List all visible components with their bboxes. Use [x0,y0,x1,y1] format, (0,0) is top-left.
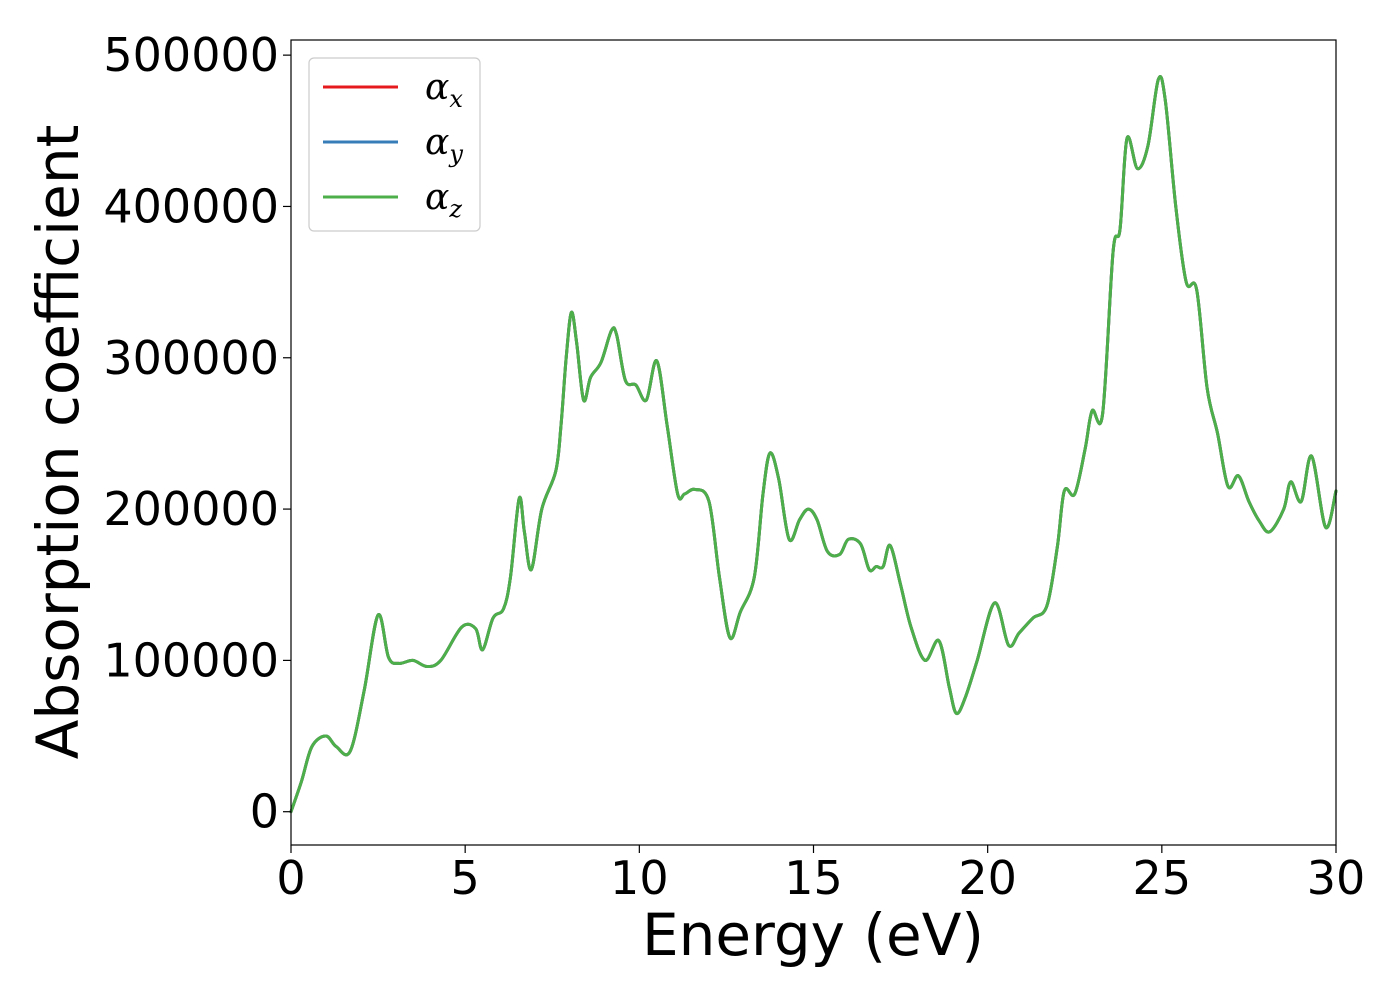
legend-label-z: αz [425,177,462,223]
y-tick-label: 300000 [103,331,279,385]
x-tick-label: 25 [1133,851,1192,905]
series-layer [289,74,1338,814]
y-tick-label: 400000 [103,179,279,233]
legend-box [308,57,481,232]
y-axis-label: Absorption coefficient [24,125,92,760]
legend-label-y: αy [425,122,463,168]
x-tick-label: 0 [276,851,305,905]
y-tick-label: 500000 [103,28,279,82]
x-tick-label: 5 [451,851,480,905]
x-axis-ticks: 0 5 10 15 20 25 30 [276,845,1365,905]
x-axis-label: Energy (eV) [642,901,984,969]
series-line-z [289,74,1338,814]
legend: αx αy αz [308,57,481,232]
x-tick-label: 15 [784,851,843,905]
x-tick-label: 30 [1307,851,1366,905]
y-axis-ticks: 0 100000 200000 300000 400000 500000 [103,28,291,839]
y-tick-label: 200000 [103,482,279,536]
y-tick-label: 100000 [103,633,279,687]
x-tick-label: 20 [958,851,1017,905]
x-tick-label: 10 [610,851,669,905]
legend-label-x: αx [425,67,463,113]
y-tick-label: 0 [250,785,279,839]
